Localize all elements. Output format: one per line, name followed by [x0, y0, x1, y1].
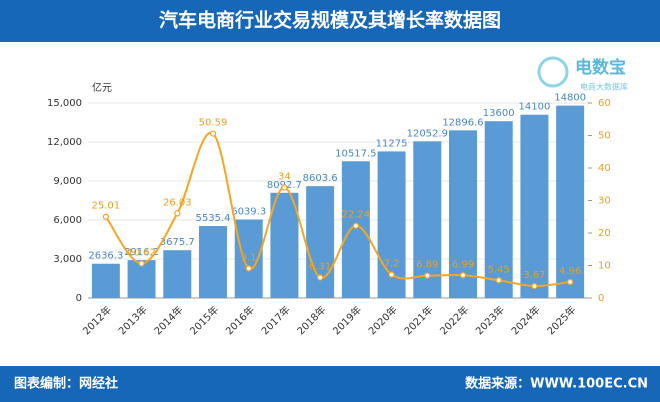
bar — [270, 192, 299, 298]
y-tick-label: 3,000 — [53, 254, 82, 265]
growth-marker — [495, 277, 502, 284]
growth-marker — [352, 222, 359, 229]
x-tick-label: 2018年 — [294, 303, 328, 337]
bar — [556, 105, 585, 298]
footer-bar — [0, 366, 660, 402]
x-tick-label: 2016年 — [223, 303, 257, 337]
bar-value-label: 14100 — [519, 102, 551, 113]
footer-left: 图表编制：网经社 — [14, 376, 118, 392]
x-tick-label: 2020年 — [366, 303, 400, 337]
logo-subtitle: 电商大数据库 — [580, 82, 628, 92]
bar-value-label: 13600 — [483, 108, 515, 119]
bar-value-label: 2636.3 — [88, 251, 123, 262]
header-bar — [0, 0, 660, 42]
line-value-label: 6.99 — [452, 259, 474, 270]
bar — [341, 161, 370, 298]
growth-marker — [317, 274, 324, 281]
bar — [163, 250, 192, 298]
growth-marker — [388, 271, 395, 278]
line-value-label: 5.45 — [488, 264, 510, 275]
growth-marker — [281, 184, 288, 191]
y2-tick-label: 50 — [598, 131, 611, 142]
bar-value-label: 12052.9 — [407, 128, 448, 139]
growth-marker — [531, 282, 538, 290]
line-value-label: 50.59 — [199, 118, 228, 129]
y-tick-label: 12,000 — [47, 137, 82, 148]
y2-tick-label: 10 — [598, 261, 611, 272]
line-value-label: 25.01 — [92, 201, 121, 212]
bar — [484, 121, 513, 298]
y2-tick-label: 0 — [598, 293, 604, 304]
growth-marker — [174, 210, 181, 217]
footer-right: 数据来源：WWW.100EC.CN — [465, 376, 648, 392]
x-tick-label: 2017年 — [258, 303, 292, 337]
x-tick-label: 2023年 — [473, 303, 507, 337]
line-value-label: 7.2 — [384, 259, 400, 270]
line-value-label: 26.03 — [163, 197, 192, 208]
bar — [306, 186, 335, 298]
y2-tick-label: 60 — [598, 98, 611, 109]
x-tick-label: 2021年 — [401, 303, 435, 337]
bar-value-label: 6039.3 — [231, 206, 266, 217]
growth-marker — [138, 260, 145, 267]
growth-marker — [459, 272, 467, 279]
line-value-label: 10.62 — [127, 247, 156, 258]
logo-icon — [537, 56, 569, 88]
growth-marker — [245, 265, 252, 272]
x-tick-label: 2024年 — [508, 303, 542, 337]
logo-name: 电数宝 — [575, 57, 626, 78]
bar — [413, 141, 442, 298]
bar — [91, 263, 120, 298]
line-value-label: 3.67 — [523, 270, 545, 281]
chart-title: 汽车电商行业交易规模及其增长率数据图 — [159, 9, 501, 32]
y2-tick-label: 30 — [598, 196, 611, 207]
bar-value-label: 5535.4 — [196, 213, 231, 224]
y2-tick-label: 20 — [598, 228, 611, 239]
bar — [520, 114, 549, 298]
growth-marker — [424, 272, 431, 279]
bar-value-label: 12896.6 — [442, 117, 483, 128]
growth-marker — [567, 278, 574, 285]
x-tick-label: 2019年 — [330, 303, 364, 337]
line-value-label: 34 — [278, 172, 291, 183]
bar — [199, 226, 227, 298]
x-tick-label: 2022年 — [437, 303, 471, 337]
bar-value-label: 11275 — [376, 138, 408, 149]
bar — [449, 130, 477, 298]
line-value-label: 6.31 — [309, 261, 331, 272]
x-tick-label: 2014年 — [151, 303, 185, 337]
y-tick-label: 0 — [76, 293, 82, 304]
line-value-label: 9.1 — [241, 252, 257, 263]
x-tick-label: 2012年 — [80, 303, 114, 337]
y-tick-label: 15,000 — [47, 98, 82, 109]
y-axis-unit: 亿元 — [92, 81, 112, 94]
bar-value-label: 14800 — [554, 93, 586, 104]
bar-value-label: 2916.2 — [124, 247, 159, 258]
bar-value-label: 10517.5 — [335, 148, 376, 159]
y-tick-label: 9,000 — [53, 176, 82, 187]
growth-marker — [102, 213, 109, 220]
line-value-label: 22.24 — [342, 210, 371, 221]
line-value-label: 4.96 — [559, 266, 581, 277]
growth-marker — [209, 130, 217, 137]
line-value-label: 6.89 — [416, 260, 438, 271]
bar-value-label: 8603.6 — [303, 173, 338, 184]
bar-value-label: 3675.7 — [160, 237, 195, 248]
y2-tick-label: 40 — [598, 163, 611, 174]
x-tick-label: 2013年 — [116, 303, 150, 337]
x-tick-label: 2025年 — [544, 303, 578, 337]
y-tick-label: 6,000 — [53, 215, 82, 226]
x-tick-label: 2015年 — [187, 303, 221, 337]
